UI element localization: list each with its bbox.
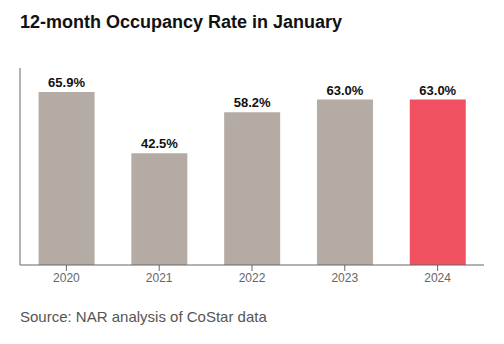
svg-text:2022: 2022 bbox=[239, 271, 266, 285]
svg-text:2024: 2024 bbox=[424, 271, 451, 285]
svg-text:63.0%: 63.0% bbox=[419, 83, 456, 98]
svg-text:2020: 2020 bbox=[53, 271, 80, 285]
svg-text:42.5%: 42.5% bbox=[141, 136, 178, 151]
svg-text:58.2%: 58.2% bbox=[234, 95, 271, 110]
html-text:12-month Occupancy Rate in Jan: 12-month Occupancy Rate in January bbox=[20, 11, 343, 32]
svg-text:2023: 2023 bbox=[331, 271, 358, 285]
svg-text:65.9%: 65.9% bbox=[48, 75, 85, 90]
svg-text:63.0%: 63.0% bbox=[327, 83, 364, 98]
svg-text:2021: 2021 bbox=[146, 271, 173, 285]
html-text:Source: NAR analysis of CoStar: Source: NAR analysis of CoStar data bbox=[20, 308, 267, 325]
